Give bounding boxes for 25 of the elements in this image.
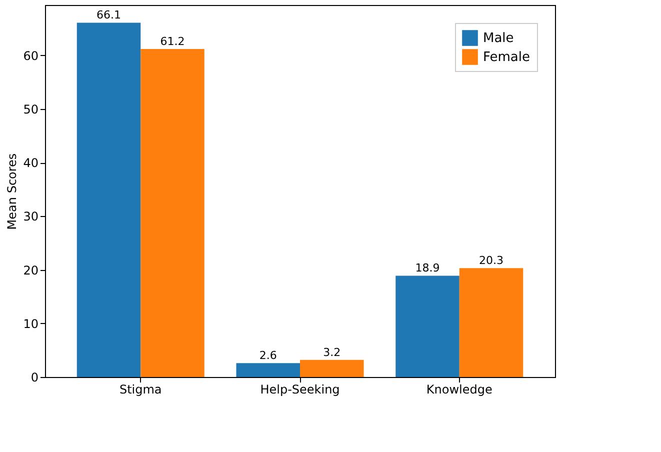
data-label: 18.9 <box>415 262 440 275</box>
bar <box>236 363 300 377</box>
y-tick-label: 0 <box>30 370 38 384</box>
y-tick-label: 20 <box>23 263 38 278</box>
y-tick-label: 50 <box>23 102 38 116</box>
data-label: 66.1 <box>96 8 121 22</box>
x-tick-label: Knowledge <box>426 382 492 396</box>
legend-label: Female <box>483 50 530 65</box>
bar <box>396 276 460 377</box>
x-tick-label: Stigma <box>119 382 162 396</box>
data-label: 20.3 <box>479 254 504 268</box>
y-tick-label: 60 <box>23 48 38 63</box>
bar <box>459 268 524 377</box>
data-label: 3.2 <box>323 346 341 359</box>
y-tick-label: 10 <box>23 316 38 331</box>
bar <box>300 360 364 377</box>
bar <box>76 22 141 377</box>
y-tick-label: 30 <box>23 210 38 224</box>
data-label: 61.2 <box>160 34 185 48</box>
y-axis-title: Mean Scores <box>5 153 20 230</box>
legend-label: Male <box>483 31 514 46</box>
data-label: 2.6 <box>259 349 277 362</box>
y-tick-label: 40 <box>23 156 38 170</box>
bar <box>140 48 204 377</box>
x-tick-label: Help-Seeking <box>260 382 340 396</box>
